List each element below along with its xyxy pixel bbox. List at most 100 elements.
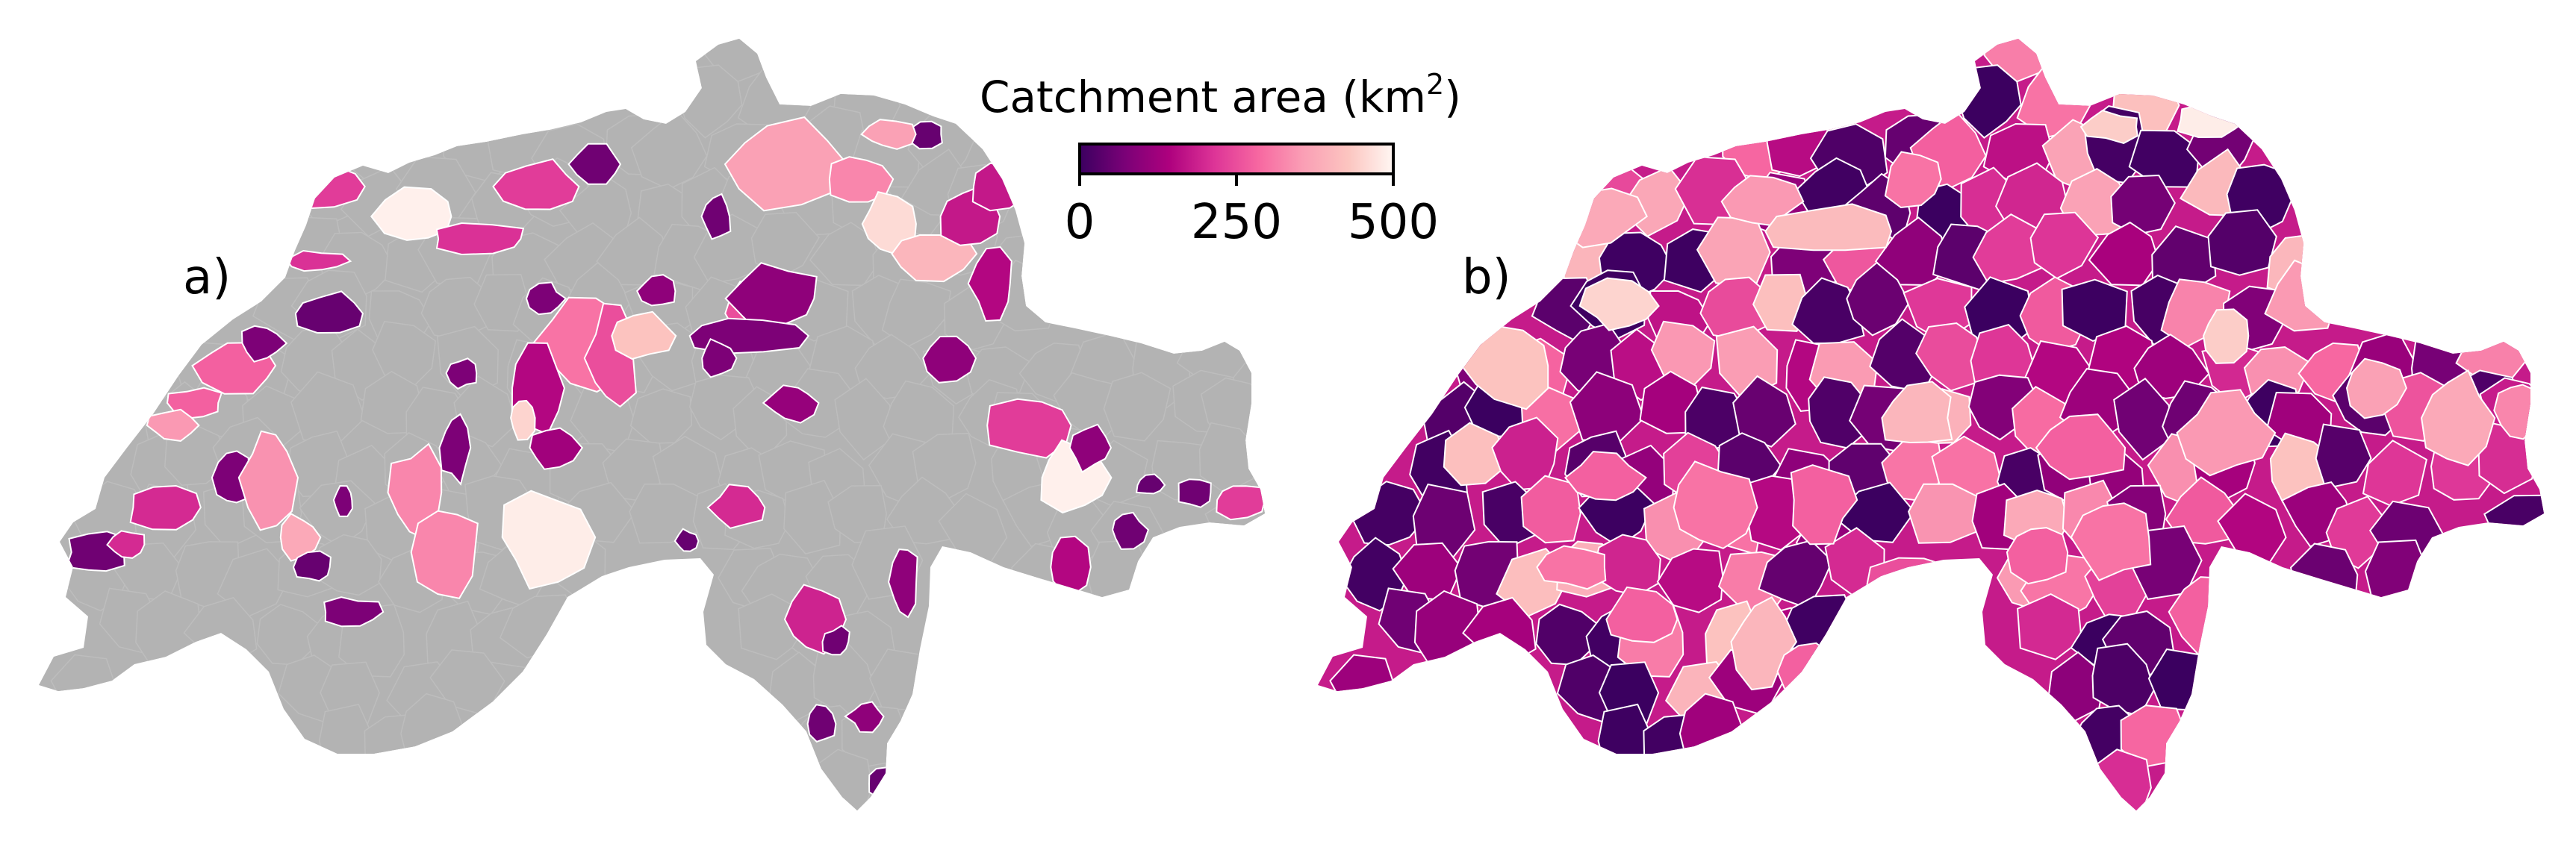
- selected-catchment: [922, 335, 977, 384]
- selected-catchment: [510, 399, 536, 441]
- selected-catchment: [636, 274, 676, 307]
- selected-catchment: [1050, 535, 1092, 595]
- catchment-large: [2176, 389, 2277, 477]
- selected-catchment: [860, 119, 917, 150]
- colorbar-tick-label: 250: [1191, 195, 1282, 250]
- selected-catchment: [323, 596, 385, 628]
- catchment-unselected: [630, 110, 708, 190]
- selected-catchment: [410, 510, 479, 599]
- selected-catchment: [1111, 511, 1150, 550]
- selected-catchment: [1216, 485, 1265, 521]
- selected-catchment: [806, 704, 837, 743]
- catchment-large: [1536, 545, 1607, 590]
- selected-catchment: [611, 310, 677, 360]
- catchment-large: [2203, 308, 2250, 364]
- catchment-unselected: [1103, 372, 1172, 442]
- selected-catchment: [821, 625, 850, 656]
- map-panel-a: a): [39, 39, 1265, 810]
- selected-catchment: [529, 427, 584, 470]
- selected-catchment: [370, 186, 452, 241]
- catchment: [2091, 643, 2155, 717]
- selected-catchment: [525, 281, 567, 316]
- selected-catchment: [967, 246, 1012, 322]
- catchment: [1791, 277, 1865, 345]
- catchment: [2029, 211, 2100, 280]
- catchment: [2207, 209, 2277, 276]
- selected-catchment: [445, 357, 478, 390]
- panel-label-b: b): [1462, 250, 1511, 305]
- selected-catchment: [567, 143, 622, 185]
- colorbar-tick-label: 500: [1348, 195, 1439, 250]
- catchment: [2315, 423, 2372, 490]
- selected-catchment: [435, 222, 525, 256]
- selected-catchment: [1177, 478, 1212, 508]
- catchment-large: [1881, 381, 1953, 444]
- catchment: [1656, 548, 1724, 613]
- selected-catchment: [1068, 423, 1113, 474]
- catchment: [2061, 278, 2128, 342]
- selected-catchment: [971, 162, 1034, 212]
- catchment: [1846, 261, 1911, 337]
- selected-catchment: [294, 290, 364, 334]
- selected-catchment: [724, 262, 818, 335]
- selected-catchment: [492, 158, 580, 210]
- catchment: [1808, 376, 1870, 449]
- selected-catchment: [332, 484, 353, 517]
- selected-catchment: [240, 325, 288, 363]
- selected-catchment: [237, 430, 299, 531]
- catchment-large: [1605, 586, 1679, 643]
- panel-label-a: a): [183, 250, 231, 305]
- selected-catchment: [700, 193, 732, 240]
- catchment-large: [2035, 413, 2127, 481]
- selected-catchment: [501, 490, 597, 590]
- catchment-unselected: [453, 375, 517, 448]
- selected-catchment: [583, 616, 624, 655]
- catchment: [1732, 375, 1796, 448]
- catchment-cells-a: [50, 39, 1265, 810]
- colorbar-tick-label: 0: [1065, 195, 1095, 250]
- catchment-large: [2245, 575, 2292, 654]
- selected-catchment: [724, 116, 848, 212]
- selected-catchment: [292, 550, 332, 582]
- catchment-large: [2345, 357, 2407, 419]
- selected-catchment: [888, 549, 918, 619]
- catchment-large: [1564, 451, 1648, 501]
- catchment-large: [1673, 460, 1758, 549]
- catchment-large: [1790, 464, 1858, 546]
- colorbar: Catchment area (km2) 0 250 500: [980, 68, 1461, 250]
- catchment-large: [1864, 557, 1962, 641]
- selected-catchment: [701, 337, 738, 378]
- selected-catchment: [1135, 473, 1166, 495]
- catchment-large: [2006, 527, 2069, 585]
- selected-catchment: [706, 484, 766, 529]
- selected-catchment: [129, 484, 202, 531]
- colorbar-ticks: 0 250 500: [1065, 174, 1439, 250]
- catchment-large: [2079, 109, 2138, 144]
- catchment: [2088, 221, 2160, 287]
- selected-catchment: [438, 413, 472, 486]
- selected-catchment: [211, 450, 251, 504]
- catchment-large: [1578, 277, 1660, 331]
- catchment-large: [2070, 502, 2152, 581]
- catchment-large: [1764, 203, 1893, 251]
- catchment-unselected: [689, 374, 762, 441]
- colorbar-gradient: [1078, 143, 1395, 175]
- selected-catchment: [106, 530, 146, 559]
- catchment-unselected: [827, 484, 887, 543]
- selected-catchment: [844, 701, 885, 734]
- catchment: [1443, 422, 1509, 487]
- catchment-unselected: [1086, 540, 1151, 605]
- catchment-large: [1884, 151, 1942, 209]
- catchment: [1908, 483, 1982, 544]
- map-panel-b: b): [1318, 39, 2544, 810]
- catchment: [1967, 374, 2041, 441]
- selected-catchment: [762, 384, 820, 424]
- catchment-unselected: [629, 388, 693, 444]
- selected-catchment: [868, 766, 898, 801]
- catchment: [2364, 539, 2430, 606]
- selected-catchment: [146, 408, 200, 442]
- catchment-large: [2421, 369, 2496, 466]
- selected-catchments-a: [65, 116, 1265, 801]
- selected-catchment: [673, 528, 700, 552]
